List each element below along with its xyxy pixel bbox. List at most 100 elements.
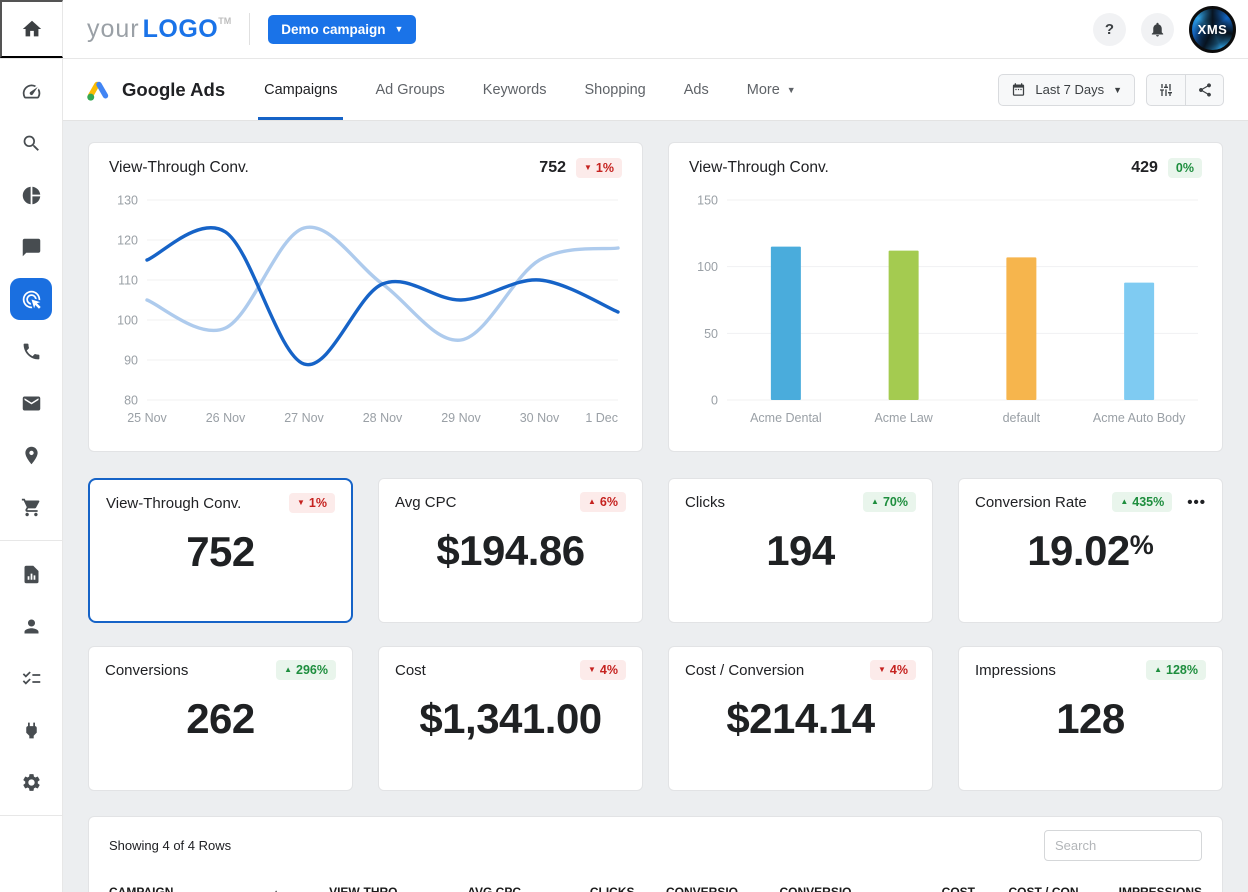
tab-campaigns[interactable]: Campaigns — [245, 59, 356, 120]
trend-up-icon: ▲ — [1154, 665, 1163, 674]
column-header-view-thro[interactable]: VIEW-THRO... — [294, 885, 408, 892]
kpi-title: Impressions — [975, 661, 1056, 679]
help-button[interactable]: ? — [1093, 12, 1126, 46]
tab-shopping[interactable]: Shopping — [565, 59, 664, 120]
trend-badge-text: 70% — [882, 495, 908, 509]
campaign-selector-button[interactable]: Demo campaign ▼ — [268, 14, 417, 44]
column-header-cost[interactable]: COST — [862, 885, 975, 892]
trend-down-icon: ▼ — [297, 498, 305, 507]
table-search-input[interactable] — [1044, 830, 1202, 861]
trend-badge-text: 1% — [308, 496, 327, 510]
campaign-table-card: Showing 4 of 4 Rows CAMPAIGN ▲ VIEW-THRO..… — [88, 816, 1223, 892]
bar-chart-trend-badge: 0% — [1167, 158, 1202, 178]
svg-text:80: 80 — [124, 394, 138, 408]
sort-arrow-icon: ▲ — [272, 887, 280, 892]
kpi-value: 752 — [186, 528, 255, 575]
kpi-card-clicks[interactable]: Clicks ▲ 70% 194 — [668, 478, 933, 623]
column-header-label: IMPRESSIONS — [1118, 885, 1202, 892]
kpi-card-cost[interactable]: Cost ▼ 4% $1,341.00 — [378, 646, 643, 791]
tab-keywords[interactable]: Keywords — [464, 59, 566, 120]
filter-button[interactable] — [1147, 75, 1185, 105]
sidebar-item-google-ads[interactable] — [0, 273, 62, 325]
svg-text:30 Nov: 30 Nov — [520, 411, 560, 425]
kpi-title: Cost — [395, 661, 426, 679]
sidebar-item-analytics[interactable] — [0, 169, 62, 221]
svg-text:25 Nov: 25 Nov — [127, 411, 167, 425]
table-toolbar: Showing 4 of 4 Rows — [109, 830, 1202, 861]
sidebar-item-dashboard[interactable] — [0, 65, 62, 117]
sidebar-item-ecommerce[interactable] — [0, 481, 62, 533]
column-header-conversio[interactable]: CONVERSIO... — [635, 885, 748, 892]
kpi-value: $214.14 — [726, 695, 875, 742]
avatar-initials: XMS — [1197, 21, 1228, 37]
table-header-row: CAMPAIGN ▲ VIEW-THRO... AVG CPC CLICKS CONVER… — [109, 885, 1202, 892]
sidebar-item-search[interactable] — [0, 117, 62, 169]
kpi-trend-badge: ▲ 128% — [1146, 660, 1206, 680]
line-chart-card[interactable]: View-Through Conv. 752 ▼ 1% 80 90 100 110 120… — [88, 142, 643, 452]
report-icon — [24, 565, 38, 583]
column-header-impressions[interactable]: IMPRESSIONS — [1089, 885, 1202, 892]
kpi-card-cost-conversion[interactable]: Cost / Conversion ▼ 4% $214.14 — [668, 646, 933, 791]
column-header-avg-cpc[interactable]: AVG CPC — [408, 885, 521, 892]
trend-down-icon: ▼ — [588, 665, 596, 674]
sidebar-item-clients[interactable] — [0, 600, 62, 652]
column-header-label: VIEW-THRO... — [329, 885, 408, 892]
sidebar-item-local[interactable] — [0, 429, 62, 481]
sidebar-item-reports[interactable] — [0, 548, 62, 600]
kpi-trend-badge: ▲ 6% — [580, 492, 626, 512]
tab-label: Keywords — [482, 81, 547, 98]
sidebar-item-email[interactable] — [0, 377, 62, 429]
tab-label: Ad Groups — [375, 81, 445, 98]
kpi-trend-badge: ▲ 296% — [276, 660, 336, 680]
kpi-header-actions: ▲ 435% ••• — [1112, 492, 1206, 512]
datasource-controls: Last 7 Days ▼ — [998, 59, 1224, 120]
svg-text:50: 50 — [704, 327, 718, 341]
kpi-title: Conversion Rate — [975, 493, 1087, 511]
sidebar-item-messages[interactable] — [0, 221, 62, 273]
kpi-trend-badge: ▲ 70% — [863, 492, 916, 512]
tab-ads[interactable]: Ads — [665, 59, 728, 120]
trend-badge-text: 296% — [296, 663, 328, 677]
trend-badge-text: 435% — [1132, 495, 1165, 509]
kpi-header-actions: ▼ 4% — [870, 660, 916, 680]
topbar-actions: ? XMS — [1093, 5, 1236, 53]
kpi-menu-button[interactable]: ••• — [1187, 493, 1206, 511]
kpi-title: Clicks — [685, 493, 725, 511]
sidebar-item-calls[interactable] — [0, 325, 62, 377]
column-header-label: COST — [941, 885, 975, 892]
kpi-card-conversions[interactable]: Conversions ▲ 296% 262 — [88, 646, 353, 791]
kpi-header-actions: ▲ 6% — [580, 492, 626, 512]
kpi-card-impressions[interactable]: Impressions ▲ 128% 128 — [958, 646, 1223, 791]
tab-ad-groups[interactable]: Ad Groups — [356, 59, 463, 120]
toolbar-button-group — [1146, 73, 1224, 106]
sidebar-item-tasks[interactable] — [0, 652, 62, 704]
date-range-button[interactable]: Last 7 Days ▼ — [998, 73, 1135, 106]
sidebar-item-settings[interactable] — [0, 756, 62, 808]
column-header-cost-con[interactable]: COST / CON... — [975, 885, 1089, 892]
mail-icon — [22, 396, 40, 410]
ads-click-icon — [22, 290, 41, 309]
user-avatar[interactable]: XMS — [1189, 5, 1236, 53]
bar-chart-card[interactable]: View-Through Conv. 429 0% 0 50 100 150 Acme … — [668, 142, 1223, 452]
column-header-label: COST / CON... — [1008, 885, 1089, 892]
person-icon — [24, 619, 38, 633]
kpi-card-avg-cpc[interactable]: Avg CPC ▲ 6% $194.86 — [378, 478, 643, 623]
svg-text:27 Nov: 27 Nov — [284, 411, 324, 425]
tab-more[interactable]: More ▼ — [728, 59, 815, 120]
home-button[interactable] — [0, 0, 63, 58]
column-header-conversio[interactable]: CONVERSIO... — [748, 885, 861, 892]
bar-chart-title: View-Through Conv. — [689, 159, 829, 176]
line-chart-trend-badge: ▼ 1% — [576, 158, 622, 178]
topbar-divider — [249, 13, 251, 45]
trend-down-icon: ▼ — [878, 665, 886, 674]
column-header-label: CAMPAIGN — [109, 885, 174, 892]
bell-icon — [1151, 22, 1164, 37]
column-header-campaign[interactable]: CAMPAIGN ▲ — [109, 885, 294, 892]
notifications-button[interactable] — [1141, 12, 1174, 46]
sidebar-item-integrations[interactable] — [0, 704, 62, 756]
kpi-card-conversion-rate[interactable]: Conversion Rate ▲ 435% ••• 19.02% — [958, 478, 1223, 623]
column-header-clicks[interactable]: CLICKS — [521, 885, 635, 892]
share-button[interactable] — [1185, 74, 1223, 105]
kpi-card-header: View-Through Conv. ▼ 1% — [106, 493, 335, 513]
kpi-card-view-through-conv[interactable]: View-Through Conv. ▼ 1% 752 — [88, 478, 353, 623]
